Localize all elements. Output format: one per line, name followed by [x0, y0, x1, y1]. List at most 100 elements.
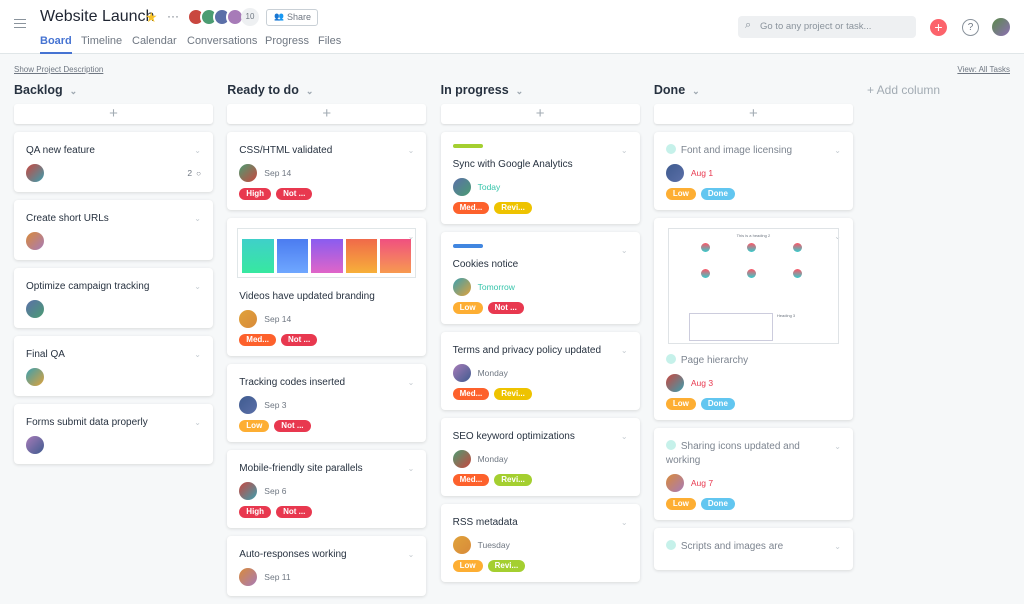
done-check[interactable] [665, 144, 676, 154]
tab[interactable]: Board [40, 35, 72, 54]
chevron[interactable]: ⌄ [834, 442, 841, 451]
tag[interactable]: High [239, 506, 272, 518]
assignee-avatar[interactable] [239, 396, 258, 414]
chevron[interactable]: ⌄ [194, 350, 201, 359]
assignee-avatar[interactable] [452, 364, 471, 382]
chevron[interactable]: ⌄ [407, 378, 415, 387]
tag[interactable]: Low [452, 302, 483, 314]
user-avatar[interactable] [992, 18, 1010, 36]
task-card[interactable]: ⌄ Font and image licensing Aug 1 Low Done [653, 132, 853, 210]
chevron[interactable]: ⌄ [194, 146, 201, 155]
task-card[interactable]: ⌄ Create short URLs [14, 200, 213, 260]
menu-icon[interactable] [14, 19, 26, 28]
chevron[interactable]: ⌄ [620, 146, 628, 155]
assignee-avatar[interactable] [452, 536, 471, 554]
search-box[interactable]: ⌕ Go to any project or task... [738, 16, 916, 38]
task-card[interactable]: ⌄ Sync with Google Analytics Today Med... Re… [440, 132, 640, 224]
task-card[interactable]: ⌄ Auto-responses working Sep 11 [227, 536, 427, 596]
tag[interactable]: Not ... [276, 506, 313, 518]
description-link[interactable]: Show Project Description [14, 65, 104, 74]
add-task[interactable]: + [653, 104, 853, 124]
task-card[interactable]: ⌄ QA new feature 2 ○ [14, 132, 213, 192]
chevron[interactable]: ⌄ [305, 86, 314, 96]
task-card[interactable]: ⌄ Terms and privacy policy updated Monday M… [440, 332, 640, 410]
assignee-avatar[interactable] [665, 374, 684, 392]
share-button[interactable]: 👥 Share [266, 9, 319, 26]
tag[interactable]: Not ... [280, 334, 318, 346]
chevron[interactable]: ⌄ [692, 86, 700, 96]
chevron[interactable]: ⌄ [620, 246, 628, 255]
tag[interactable]: Revi... [494, 474, 532, 486]
assignee-avatar[interactable] [239, 164, 258, 182]
add-task[interactable]: + [440, 104, 640, 124]
chevron[interactable]: ⌄ [407, 464, 415, 473]
chevron[interactable]: ⌄ [194, 282, 201, 291]
chevron[interactable]: ⌄ [407, 232, 415, 241]
chevron[interactable]: ⌄ [834, 542, 841, 551]
assignee-avatar[interactable] [26, 232, 44, 250]
tab[interactable]: Calendar [132, 35, 177, 47]
add-column[interactable]: + Add column [867, 83, 941, 97]
chevron[interactable]: ⌄ [834, 232, 841, 241]
task-card[interactable]: ⌄ Forms submit data properly [14, 404, 213, 464]
tag[interactable]: Done [700, 188, 735, 200]
tag[interactable]: Revi... [494, 388, 532, 400]
assignee-avatar[interactable] [665, 164, 684, 182]
tag[interactable]: Low [665, 398, 696, 410]
tab[interactable]: Timeline [81, 35, 123, 47]
assignee-avatar[interactable] [452, 278, 471, 296]
tag[interactable]: Not ... [276, 188, 313, 200]
tag[interactable]: Low [452, 560, 483, 572]
tag[interactable]: Med... [452, 474, 490, 486]
tag[interactable]: Revi... [487, 560, 526, 572]
task-card[interactable]: ⌄ Optimize campaign tracking [14, 268, 213, 328]
chevron[interactable]: ⌄ [620, 518, 628, 527]
assignee-avatar[interactable] [665, 474, 684, 492]
star-icon[interactable]: ★ [145, 9, 158, 25]
done-check[interactable] [665, 440, 676, 450]
chevron[interactable]: ⌄ [194, 418, 201, 427]
chevron[interactable]: ⌄ [620, 346, 628, 355]
tag[interactable]: Med... [239, 334, 276, 346]
assignee-avatar[interactable] [452, 450, 471, 468]
chevron[interactable]: ⌄ [515, 86, 524, 96]
assignee-avatar[interactable] [26, 436, 44, 454]
task-card[interactable]: ⌄ Cookies notice Tomorrow Low Not ... [440, 232, 640, 324]
chevron[interactable]: ⌄ [834, 146, 841, 155]
chevron[interactable]: ⌄ [407, 550, 415, 559]
task-card[interactable]: ⌄ RSS metadata Tuesday Low Revi... [440, 504, 640, 582]
assignee-avatar[interactable] [26, 368, 44, 386]
task-card[interactable]: ⌄ Scripts and images are [653, 528, 853, 570]
members[interactable]: 10 [187, 8, 259, 26]
tab[interactable]: Progress [265, 35, 310, 47]
task-card[interactable]: ⌄ Sharing icons updated and working Aug 7 L… [653, 428, 853, 520]
task-card[interactable]: ⌄ This is a heading 2 Heading 3 Page hierar… [653, 218, 853, 420]
tag[interactable]: Not ... [274, 420, 311, 432]
assignee-avatar[interactable] [26, 300, 44, 318]
tag[interactable]: Low [665, 188, 696, 200]
chevron[interactable]: ⌄ [69, 86, 78, 96]
more-icon[interactable]: ··· [167, 9, 179, 23]
done-check[interactable] [665, 540, 676, 550]
tag[interactable]: Not ... [487, 302, 524, 314]
done-check[interactable] [665, 354, 676, 364]
tab[interactable]: Conversations [187, 35, 258, 47]
task-card[interactable]: ⌄ Mobile-friendly site parallels Sep 6 High… [227, 450, 427, 528]
help-button[interactable]: ? [962, 19, 979, 36]
comment-count[interactable]: 2 [187, 168, 193, 178]
task-card[interactable]: ⌄ Tracking codes inserted Sep 3 Low Not ... [227, 364, 427, 442]
chevron[interactable]: ⌄ [620, 432, 628, 441]
assignee-avatar[interactable] [452, 178, 471, 196]
task-card[interactable]: ⌄ Final QA [14, 336, 213, 396]
tag[interactable]: Low [239, 420, 270, 432]
chevron[interactable]: ⌄ [194, 214, 201, 223]
add-task[interactable]: + [227, 104, 427, 124]
tag[interactable]: High [239, 188, 272, 200]
view-filter[interactable]: View: All Tasks [957, 65, 1010, 74]
tag[interactable]: Revi... [494, 202, 532, 214]
tab[interactable]: Files [318, 35, 342, 47]
add-button[interactable]: + [930, 19, 947, 36]
add-task[interactable]: + [14, 104, 213, 124]
assignee-avatar[interactable] [239, 310, 258, 328]
task-card[interactable]: ⌄ SEO keyword optimizations Monday Med... Re… [440, 418, 640, 496]
